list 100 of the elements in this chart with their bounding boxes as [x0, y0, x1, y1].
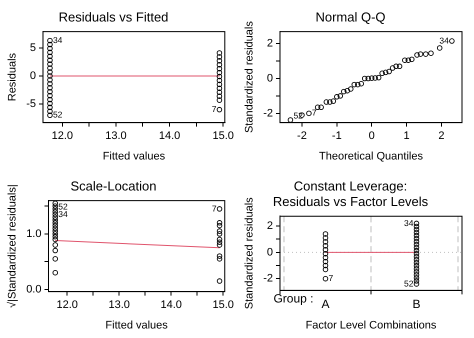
point	[216, 66, 222, 72]
annotation: 7	[212, 104, 217, 114]
point	[52, 214, 58, 220]
point	[418, 51, 424, 57]
point	[52, 236, 58, 242]
point	[406, 57, 412, 63]
point	[365, 76, 371, 82]
annotation: 34	[404, 218, 414, 228]
y-tick-label: -2	[263, 272, 273, 285]
point	[216, 58, 222, 64]
point	[216, 242, 222, 248]
point	[216, 253, 222, 259]
point	[318, 104, 324, 110]
point	[348, 86, 354, 92]
y-axis-title: √|Standardized residuals|	[6, 184, 19, 308]
text: Group :	[273, 292, 314, 306]
point	[47, 108, 53, 114]
x-axis-title: Theoretical Quantiles	[319, 150, 424, 162]
point	[330, 98, 336, 104]
point	[47, 46, 53, 52]
point	[216, 90, 222, 96]
point	[47, 104, 53, 110]
point	[216, 82, 222, 88]
point	[216, 70, 222, 76]
point	[47, 54, 53, 60]
point	[216, 74, 222, 80]
point	[314, 104, 320, 110]
point	[216, 231, 222, 237]
point	[47, 96, 53, 102]
point	[47, 61, 53, 67]
point	[216, 62, 222, 68]
point	[47, 81, 53, 87]
point	[396, 64, 402, 70]
annotation: 52	[404, 278, 414, 288]
point	[216, 86, 222, 92]
point	[52, 242, 58, 248]
point	[47, 58, 53, 63]
y-tick-label: 0	[30, 70, 36, 82]
point	[52, 222, 58, 228]
point	[52, 256, 58, 262]
point	[52, 200, 58, 206]
point	[216, 239, 222, 245]
point	[216, 97, 222, 103]
point	[382, 70, 388, 76]
point	[414, 52, 420, 58]
point	[52, 212, 58, 218]
y-axis-title: Residuals	[6, 52, 19, 102]
point	[352, 82, 358, 88]
point	[47, 42, 53, 48]
point	[338, 93, 344, 99]
point	[47, 92, 53, 98]
point	[376, 74, 382, 80]
x-tick-label: 15.0	[212, 130, 234, 142]
y-tick-label: 0	[266, 246, 273, 258]
point	[52, 228, 58, 234]
point	[52, 234, 58, 240]
annotation: 7	[328, 273, 334, 284]
point	[47, 73, 53, 79]
point	[393, 64, 399, 70]
point	[52, 226, 58, 232]
annotation: 52	[52, 110, 63, 120]
point	[52, 248, 58, 254]
point	[52, 270, 58, 276]
point	[358, 80, 364, 86]
x-tick-label: -1	[332, 130, 342, 142]
point	[216, 278, 222, 284]
x-tick-label: 0	[368, 130, 375, 142]
point	[216, 93, 222, 99]
point	[216, 236, 222, 242]
point	[368, 75, 374, 81]
point	[47, 100, 53, 106]
x-tick-label: 12.0	[56, 299, 78, 312]
x-axis-title: Fitted values	[105, 319, 168, 332]
point	[216, 256, 222, 262]
annotation: 7	[312, 108, 317, 118]
point	[216, 106, 222, 112]
x-tick-label: 12.0	[52, 130, 73, 142]
y-tick-label: 5	[30, 42, 36, 54]
point	[422, 51, 428, 57]
y-tick-label: 2	[266, 220, 273, 232]
point	[386, 68, 392, 74]
point	[372, 75, 378, 81]
point	[52, 220, 58, 226]
point	[341, 88, 347, 94]
y-tick-label: 0.0	[26, 283, 42, 296]
x-tick-label: B	[412, 296, 421, 311]
x-tick-label: 1	[403, 130, 410, 142]
point	[402, 57, 408, 63]
point	[52, 206, 58, 212]
point	[47, 77, 53, 83]
point	[354, 82, 360, 88]
point	[334, 94, 340, 100]
y-tick-label: -5	[26, 98, 36, 110]
x-tick-label: 2	[438, 130, 444, 142]
point	[47, 88, 53, 94]
chart-title: Normal Q-Q	[315, 9, 386, 24]
point	[52, 203, 58, 209]
y-tick-label: 2	[266, 38, 273, 50]
x-tick-label: 13.0	[108, 299, 130, 312]
point	[379, 70, 385, 76]
